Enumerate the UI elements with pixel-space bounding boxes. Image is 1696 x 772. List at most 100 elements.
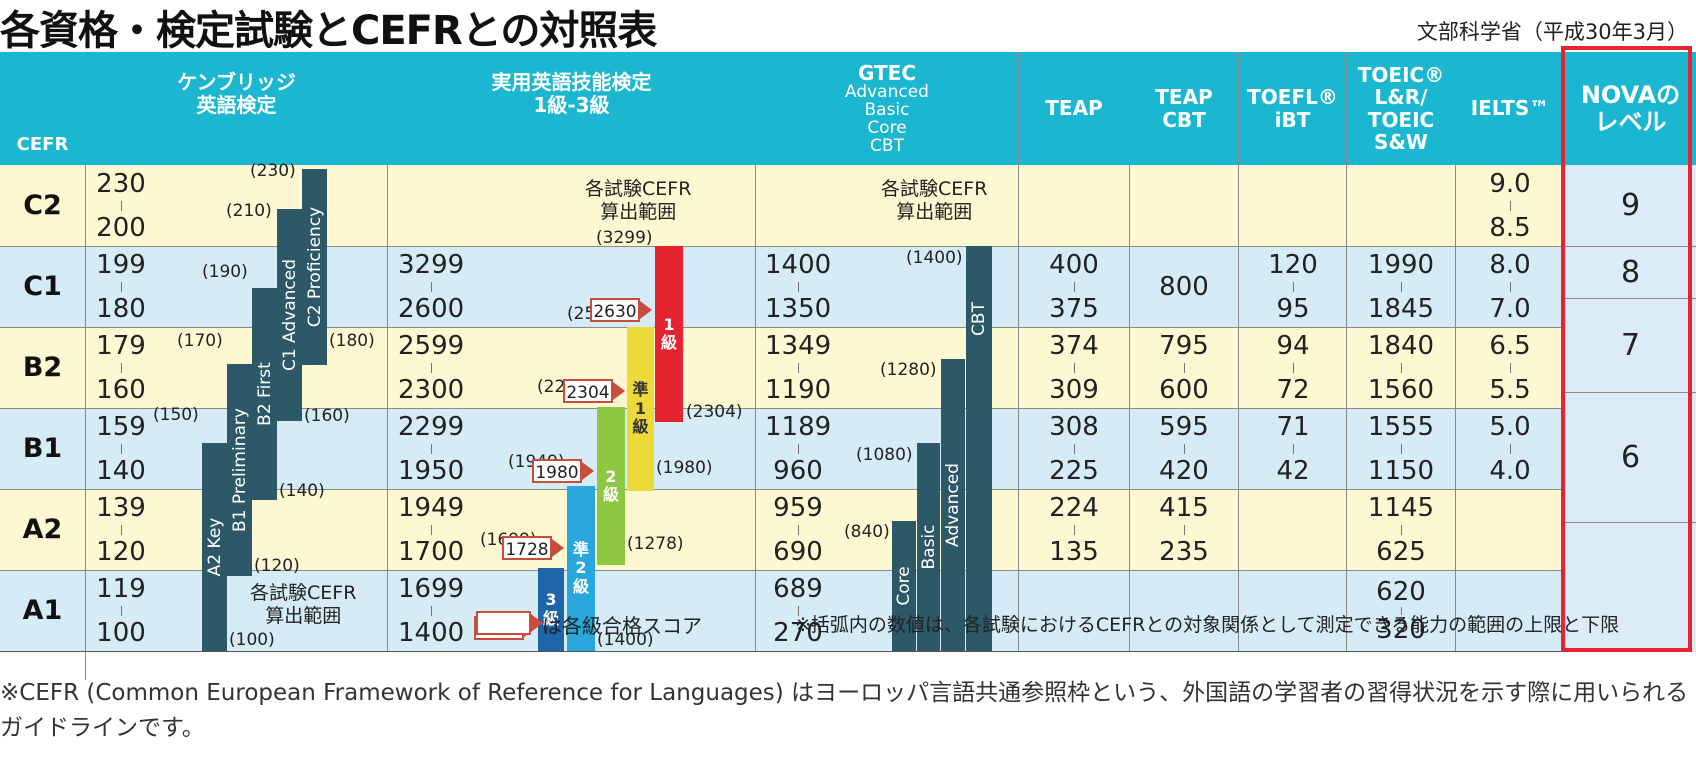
cambridge-score-b2: 179 160 (96, 331, 146, 405)
gtec-bar-advanced: Advanced (941, 359, 965, 651)
nova-highlight-frame (1561, 46, 1692, 652)
col-divider (1455, 52, 1456, 652)
teap-cbt-score-c1: 800 (1159, 272, 1209, 302)
nova-divider (1565, 246, 1696, 247)
teap-cbt-score-b2: 795 600 (1159, 331, 1209, 405)
col-divider (1018, 52, 1019, 652)
eiken-score-a1: 1699 1400 (398, 574, 465, 648)
nova-divider (1565, 522, 1696, 523)
range-footnote: ※括弧内の数値は、各試験におけるCEFRとの対象関係として測定できる能力の範囲の… (795, 614, 1620, 636)
pass-score-legend-marker (476, 611, 543, 635)
cefr-level-c1: C1 (23, 271, 62, 302)
cambridge-lower-b2-first: (140) (279, 481, 325, 501)
gtec-bar-core: Core (892, 521, 916, 651)
gtec-types: Advanced Basic Core CBT (845, 82, 929, 156)
nova-level-6: 6 (1620, 439, 1641, 475)
gtec-score-a1: 689 270 (773, 574, 823, 648)
teap-score-b2: 374 309 (1049, 331, 1099, 405)
toeic-score-c1: 1990 1845 (1367, 250, 1435, 324)
header-cambridge: ケンブリッジ 英語検定 (86, 52, 387, 165)
header-nova: NOVAの レベル (1565, 52, 1696, 165)
gtec-bar-basic: Basic (917, 443, 940, 651)
cambridge-lower-c2-proficiency: (180) (329, 331, 375, 351)
col-divider (85, 52, 86, 680)
col-divider (1346, 52, 1347, 652)
eiken-bar-grade-1: 1 級 (655, 246, 683, 422)
eiken-lower-grade-2: (1278) (627, 534, 684, 554)
ielts-score-b2: 6.5 5.5 (1489, 331, 1531, 405)
gtec-upper-advanced: (1280) (880, 360, 937, 380)
gtec-bar-cbt: CBT (966, 246, 992, 651)
header-cefr: CEFR (0, 52, 85, 165)
row-divider (0, 570, 1565, 571)
ielts-score-b1: 5.0 4.0 (1489, 412, 1531, 486)
toeic-score-b2: 1840 1560 (1367, 331, 1435, 405)
header-ielts: IELTS™ (1456, 52, 1564, 165)
cefr-level-a2: A2 (22, 514, 63, 545)
page-title: 各資格・検定試験とCEFRとの対照表 (0, 8, 657, 54)
cambridge-score-a1: 119 100 (96, 574, 146, 648)
cambridge-lower-a2-key: (100) (229, 630, 275, 650)
gtec-upper-basic: (1080) (856, 445, 913, 465)
cefr-comparison-table: CEFR ケンブリッジ 英語検定 実用英語技能検定 1級-3級 GTEC Adv… (0, 52, 1696, 680)
cambridge-score-b1: 159 140 (96, 412, 146, 486)
row-divider (0, 327, 1565, 328)
source-note: 文部科学省（平成30年3月） (1416, 20, 1688, 44)
cambridge-score-c2: 230 200 (96, 169, 146, 243)
eiken-bar-grade-2: 2 級 (597, 407, 625, 565)
header-toefl: TOEFL® iBT (1239, 52, 1346, 165)
eiken-bar-grade-3: 3 級 (538, 568, 564, 651)
cefr-level-c2: C2 (23, 190, 62, 221)
row-divider (0, 408, 1565, 409)
nova-level-8: 8 (1620, 254, 1641, 290)
teap-score-a2: 224 135 (1049, 493, 1099, 567)
cambridge-bar-b2-first: B2 First (252, 288, 277, 500)
pass-score-legend-text: は各級合格スコア (542, 614, 702, 638)
cambridge-upper-b1-preliminary: (170) (177, 331, 223, 351)
eiken-score-a2: 1949 1700 (398, 493, 465, 567)
teap-cbt-score-a2: 415 235 (1159, 493, 1209, 567)
gtec-upper-cbt: (1400) (906, 248, 963, 268)
eiken-lower-grade-1: (2304) (686, 402, 743, 422)
gtec-range-caption: 各試験CEFR 算出範囲 (881, 178, 988, 223)
nova-divider (1565, 298, 1696, 299)
gtec-upper-core: (840) (844, 522, 890, 542)
col-divider (1129, 52, 1130, 652)
eiken-bar-grade-pre2: 準 2 級 (567, 486, 595, 651)
header-teap: TEAP (1019, 52, 1129, 165)
nova-divider (1565, 392, 1696, 393)
toefl-score-c1: 120 95 (1268, 250, 1318, 324)
row-bg-c2 (0, 165, 1565, 246)
teap-cbt-score-b1: 595 420 (1159, 412, 1209, 486)
header-gtec: GTEC Advanced Basic Core CBT (756, 52, 1018, 165)
header-teap-cbt: TEAP CBT (1130, 52, 1238, 165)
row-divider (0, 651, 1565, 652)
cefr-level-b1: B1 (22, 433, 63, 464)
cefr-level-b2: B2 (22, 352, 63, 383)
cambridge-lower-b1-preliminary: (120) (254, 556, 300, 576)
toefl-score-b2: 94 72 (1276, 331, 1310, 405)
toeic-score-b1: 1555 1150 (1367, 412, 1435, 486)
col-divider (755, 52, 756, 652)
row-bg-a2 (0, 489, 1565, 570)
cambridge-bar-a2-key: A2 Key (202, 443, 227, 651)
eiken-pass-score-grade-pre2: 1728 (502, 536, 564, 560)
cefr-level-a1: A1 (22, 595, 63, 626)
header-toeic: TOEIC® L&R/ TOEIC S&W (1347, 52, 1455, 165)
eiken-pass-score-grade-1: 2630 (590, 298, 652, 322)
gtec-score-b1: 1189 960 (765, 412, 832, 486)
header-eiken: 実用英語技能検定 1級-3級 (388, 52, 755, 165)
cambridge-range-caption: 各試験CEFR 算出範囲 (250, 582, 357, 627)
toeic-score-a1: 620 320 (1376, 577, 1426, 645)
row-divider (0, 246, 1565, 247)
cefr-footnote: ※CEFR (Common European Framework of Refe… (0, 680, 1689, 741)
gtec-score-a2: 959 690 (773, 493, 823, 567)
eiken-lower-grade-pre1: (1980) (656, 458, 713, 478)
cambridge-upper-c1-advanced: (210) (226, 201, 272, 221)
cambridge-score-c1: 199 180 (96, 250, 146, 324)
eiken-pass-score-grade-pre1: 2304 (563, 379, 625, 403)
cambridge-lower-c1-advanced: (160) (304, 406, 350, 426)
cambridge-bar-c2-proficiency: C2 Proficiency (302, 169, 327, 365)
cambridge-upper-b2-first: (190) (202, 262, 248, 282)
eiken-upper-grade-1: (3299) (596, 228, 653, 248)
